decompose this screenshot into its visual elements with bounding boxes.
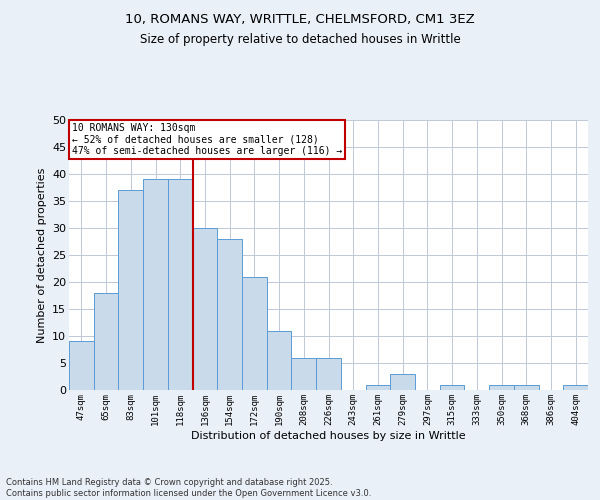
- Y-axis label: Number of detached properties: Number of detached properties: [37, 168, 47, 342]
- Bar: [292, 358, 316, 390]
- Bar: [514, 384, 539, 390]
- Text: Contains HM Land Registry data © Crown copyright and database right 2025.
Contai: Contains HM Land Registry data © Crown c…: [6, 478, 371, 498]
- Bar: [440, 384, 464, 390]
- Bar: [217, 239, 242, 390]
- Bar: [118, 190, 143, 390]
- Bar: [94, 293, 118, 390]
- Bar: [390, 374, 415, 390]
- Text: 10, ROMANS WAY, WRITTLE, CHELMSFORD, CM1 3EZ: 10, ROMANS WAY, WRITTLE, CHELMSFORD, CM1…: [125, 12, 475, 26]
- Bar: [168, 180, 193, 390]
- Bar: [143, 180, 168, 390]
- Bar: [563, 384, 588, 390]
- Bar: [69, 342, 94, 390]
- X-axis label: Distribution of detached houses by size in Writtle: Distribution of detached houses by size …: [191, 430, 466, 440]
- Text: 10 ROMANS WAY: 130sqm
← 52% of detached houses are smaller (128)
47% of semi-det: 10 ROMANS WAY: 130sqm ← 52% of detached …: [71, 122, 342, 156]
- Bar: [193, 228, 217, 390]
- Bar: [242, 276, 267, 390]
- Bar: [489, 384, 514, 390]
- Bar: [267, 330, 292, 390]
- Text: Size of property relative to detached houses in Writtle: Size of property relative to detached ho…: [140, 32, 460, 46]
- Bar: [316, 358, 341, 390]
- Bar: [365, 384, 390, 390]
